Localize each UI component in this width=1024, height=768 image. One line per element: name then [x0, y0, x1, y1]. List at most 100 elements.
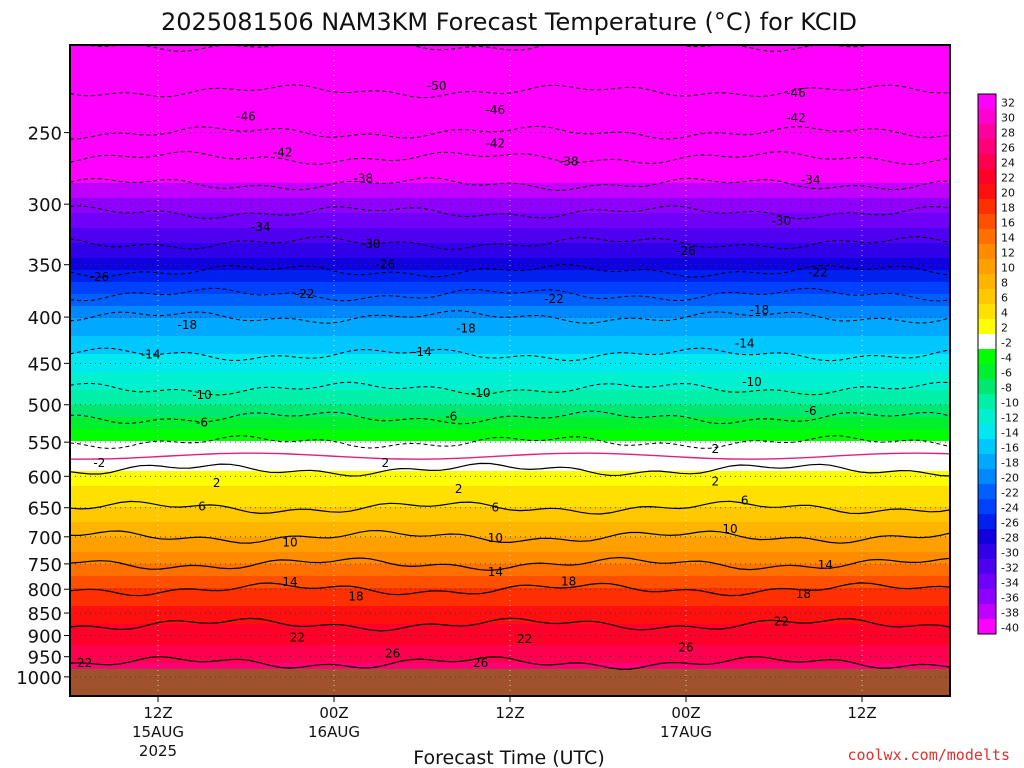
temp-band [70, 246, 950, 250]
temp-band [70, 360, 950, 364]
temp-band [70, 567, 950, 571]
temp-band [70, 195, 950, 199]
colorbar-label: -36 [1001, 592, 1019, 605]
contour-line [70, 287, 950, 302]
contour-label: 22 [517, 632, 532, 646]
contour-label: -46 [236, 110, 256, 124]
y-tick-label: 300 [28, 195, 62, 216]
contour-label: 2 [455, 482, 463, 496]
x-tick-date: 16AUG [308, 723, 360, 741]
y-tick-label: 400 [28, 308, 62, 329]
colorbar-label: -14 [1001, 427, 1019, 440]
colorbar-swatch [978, 349, 996, 364]
temp-band [70, 201, 950, 205]
temp-band [70, 498, 950, 502]
temp-band [70, 237, 950, 241]
colorbar-label: 16 [1001, 217, 1015, 230]
colorbar-swatch [978, 94, 996, 109]
contour-label: -30 [361, 237, 381, 251]
temp-band [70, 468, 950, 472]
temp-band [70, 417, 950, 421]
temp-band [70, 456, 950, 460]
temp-band [70, 252, 950, 256]
contour-label: 6 [198, 500, 206, 514]
contour-label: 2 [213, 476, 221, 490]
x-tick-year: 2025 [139, 742, 177, 760]
temp-band [70, 387, 950, 391]
temp-band [70, 501, 950, 505]
contour-label: 26 [678, 641, 693, 655]
contour-line [70, 347, 950, 362]
x-tick-date: 17AUG [660, 723, 712, 741]
temp-band [70, 105, 950, 109]
contour-line [70, 264, 950, 278]
temp-band [70, 255, 950, 259]
colorbar-swatch [978, 199, 996, 214]
temp-band [70, 576, 950, 580]
colorbar-label: -6 [1001, 367, 1012, 380]
temp-band [70, 531, 950, 535]
colorbar-swatch [978, 544, 996, 559]
contour-label: 14 [488, 565, 503, 579]
contour-label: 18 [796, 587, 811, 601]
temp-band [70, 138, 950, 142]
colorbar-swatch [978, 169, 996, 184]
credit-link[interactable]: coolwx.com/modelts [847, 746, 1010, 764]
contour-line [70, 582, 950, 597]
y-tick-label: 450 [28, 354, 62, 375]
contour-label: -42 [486, 136, 506, 150]
temp-band [70, 90, 950, 94]
colorbar-swatch [978, 409, 996, 424]
contour-label: -6 [445, 409, 457, 423]
y-tick-label: 750 [28, 555, 62, 576]
temp-band [70, 642, 950, 646]
contour-label: -6 [196, 415, 208, 429]
temp-band [70, 318, 950, 322]
temp-band [70, 540, 950, 544]
colorbar-swatch [978, 139, 996, 154]
temp-band [70, 630, 950, 634]
temp-band [70, 555, 950, 559]
contour-label: -10 [742, 375, 762, 389]
temp-band [70, 123, 950, 127]
temp-band [70, 186, 950, 190]
temp-band [70, 228, 950, 232]
temp-band [70, 312, 950, 316]
contour-line [70, 529, 950, 544]
colorbar-label: 14 [1001, 232, 1015, 245]
temp-band [70, 225, 950, 229]
colorbar-label: -22 [1001, 487, 1019, 500]
contour-line [70, 617, 950, 632]
y-tick-label: 600 [28, 467, 62, 488]
contour-line [70, 656, 950, 670]
y-tick-label: 250 [28, 124, 62, 145]
contour-label: 2 [712, 442, 720, 456]
temp-band [70, 303, 950, 307]
colorbar-label: 6 [1001, 292, 1008, 305]
temp-band [70, 348, 950, 352]
colorbar-swatch [978, 229, 996, 244]
temp-band [70, 333, 950, 337]
temp-band [70, 78, 950, 82]
colorbar-swatch [978, 454, 996, 469]
temp-band [70, 162, 950, 166]
contour-label: 2 [712, 475, 720, 489]
colorbar-label: -10 [1001, 397, 1019, 410]
temp-band [70, 72, 950, 76]
temp-band [70, 651, 950, 655]
temp-band [70, 60, 950, 64]
contour-label: 10 [282, 535, 297, 549]
temp-band [70, 648, 950, 652]
temp-band [70, 306, 950, 310]
temp-band [70, 330, 950, 334]
temp-band [70, 426, 950, 430]
temp-band [70, 405, 950, 409]
temp-band [70, 45, 950, 49]
contour-label: -22 [295, 287, 315, 301]
colorbar-swatch [978, 514, 996, 529]
temp-band [70, 483, 950, 487]
temp-band [70, 441, 950, 445]
temp-band [70, 357, 950, 361]
colorbar-swatch [978, 559, 996, 574]
